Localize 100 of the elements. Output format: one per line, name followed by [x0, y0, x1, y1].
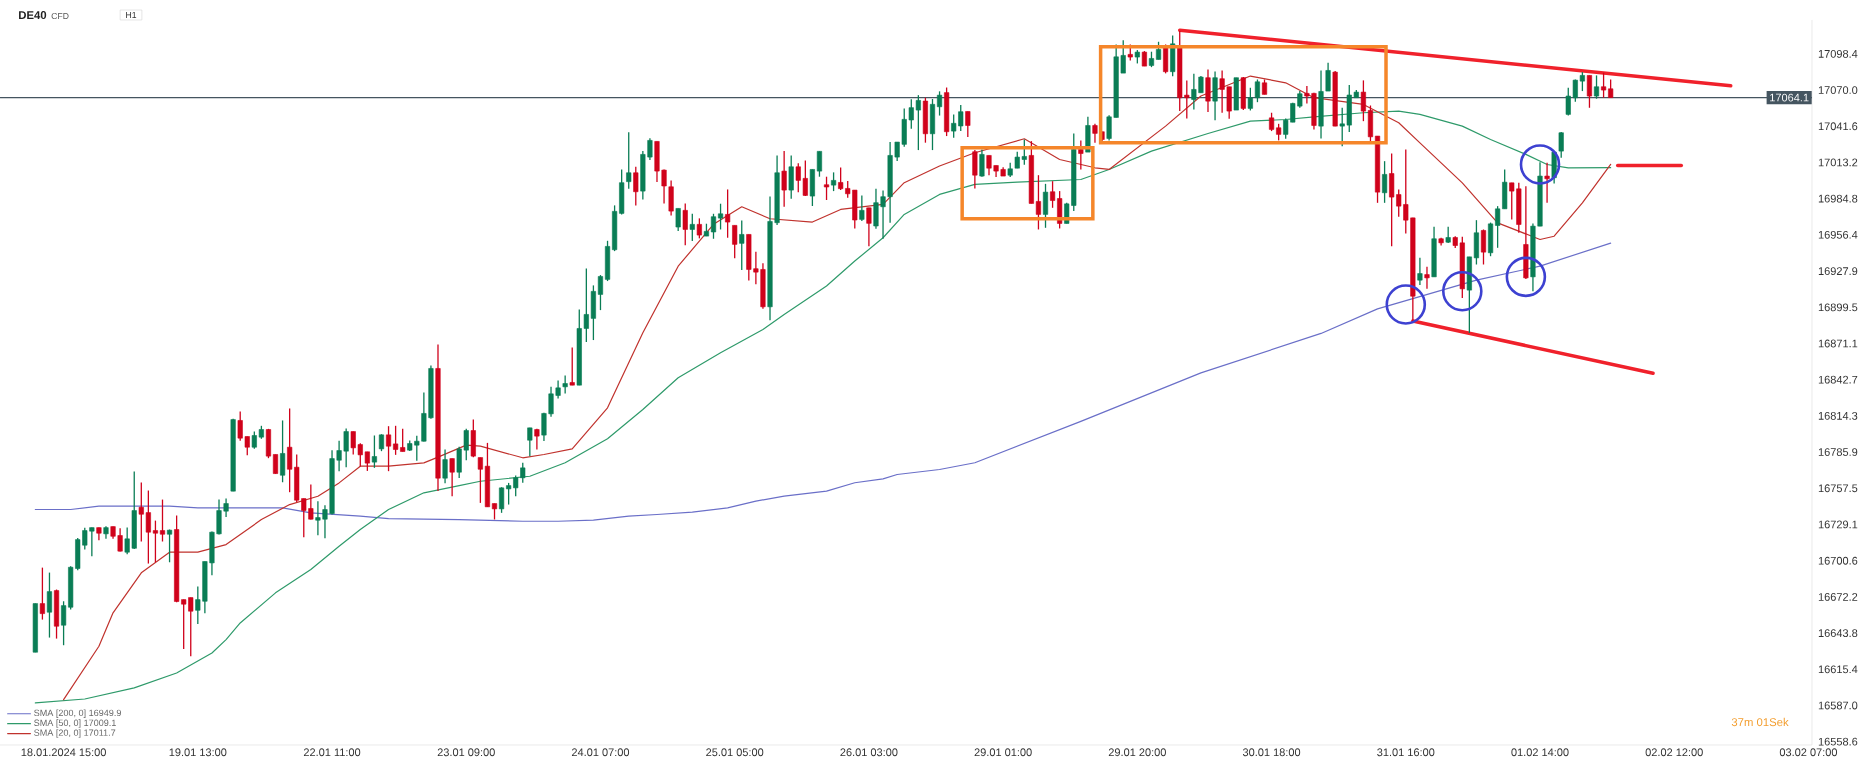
y-tick-label: 16587.0 [1818, 701, 1858, 710]
candlestick [788, 154, 794, 200]
y-tick-label: 16785.9 [1818, 448, 1858, 456]
candlestick [597, 274, 604, 311]
y-tick-label: 17098.4 [1818, 49, 1858, 58]
candlestick [1608, 78, 1614, 99]
x-tick-label: 29.01 20:00 [1108, 748, 1166, 757]
candlestick [1593, 74, 1600, 100]
candlestick [739, 219, 745, 271]
candlestick [1035, 174, 1042, 231]
legend-label: SMA [20, 0] 17011.7 [34, 729, 116, 738]
x-tick-label: 03.02 07:00 [1779, 748, 1838, 757]
candlestick [442, 448, 448, 484]
x-tick-label: 18.01.2024 15:00 [21, 748, 106, 757]
x-tick-label: 22.01 11:00 [303, 748, 361, 757]
text: H1 [126, 12, 137, 18]
candlestick [1050, 180, 1056, 209]
x-tick-label: 24.01 07:00 [571, 748, 630, 757]
x-tick-label: 26.01 03:00 [840, 748, 898, 757]
candlestick [1247, 87, 1253, 112]
candlestick [1042, 183, 1049, 229]
candlestick [689, 213, 695, 242]
candlestick [1269, 112, 1275, 132]
candlestick [527, 427, 533, 457]
y-tick-label: 16700.6 [1818, 556, 1858, 565]
candlestick [1163, 43, 1169, 75]
y-tick-label: 16814.3 [1818, 411, 1858, 420]
y-tick-label: 16558.6 [1818, 737, 1858, 746]
candlestick [682, 202, 688, 246]
candlestick [1382, 160, 1388, 204]
candlestick [866, 207, 872, 247]
point [1442, 270, 1483, 312]
legend-label: SMA [200, 0] 16949.9 [34, 709, 121, 718]
candlestick [936, 90, 943, 117]
candlestick [675, 207, 681, 232]
candlestick [449, 457, 455, 497]
point [1519, 144, 1561, 185]
candlestick [477, 456, 483, 504]
candlestick [972, 149, 978, 190]
candlestick [46, 571, 53, 639]
y-tick-label: 16956.4 [1818, 230, 1858, 239]
candlestick [1360, 79, 1366, 122]
candlestick [39, 566, 45, 621]
candlestick [979, 148, 985, 178]
ref-line-label: 17064.1 [1770, 93, 1809, 102]
x-tick-label: 23.01 09:00 [437, 748, 495, 757]
candlestick [272, 453, 279, 475]
candlestick [781, 150, 787, 208]
y-tick-label: 17041.6 [1818, 122, 1858, 131]
annotation: 37m 01Sek [1731, 717, 1789, 727]
y-tick-label: 16672.2 [1818, 593, 1858, 601]
x-tick-label: 25.01 05:00 [706, 748, 764, 757]
candlestick [718, 203, 724, 231]
candlestick [1205, 68, 1211, 113]
candlestick [569, 346, 575, 386]
candlestick [280, 419, 286, 483]
y-tick-label: 16842.7 [1818, 375, 1858, 384]
candlestick [816, 150, 823, 178]
legend-label: SMA [50, 0] 17009.1 [34, 719, 116, 728]
x-tick-label: 01.02 14:00 [1511, 748, 1569, 757]
chart-subtitle: CFD [51, 12, 69, 20]
y-tick-label: 16927.9 [1818, 267, 1858, 276]
candlestick [965, 110, 971, 138]
x-tick-label: 19.01 13:00 [169, 748, 227, 757]
candlestick [1424, 266, 1430, 290]
candlestick [1092, 123, 1098, 144]
candlestick [823, 176, 830, 201]
candlestick [633, 166, 639, 207]
line-series [34, 242, 1612, 522]
candlestick [1480, 228, 1487, 266]
candlestick [1586, 74, 1593, 109]
y-tick-label: 16899.5 [1818, 303, 1858, 312]
candlestick [159, 498, 166, 543]
candlestick [725, 188, 731, 239]
candlestick [167, 528, 173, 563]
candlestick [1212, 70, 1218, 121]
y-tick-label: 16615.4 [1818, 665, 1858, 674]
x-tick-label: 31.01 16:00 [1377, 748, 1435, 757]
y-tick-label: 17013.2 [1818, 158, 1858, 167]
candlestick [1544, 162, 1550, 204]
x-tick-label: 29.01 01:00 [974, 748, 1032, 757]
point [1385, 284, 1427, 325]
candlestick [1417, 257, 1423, 286]
y-tick-label: 17070.0 [1818, 86, 1858, 94]
candlestick [696, 217, 702, 240]
chart-title: DE40 [19, 11, 47, 20]
y-tick-label: 16871.1 [1818, 339, 1858, 348]
candlestick [831, 171, 837, 192]
candlestick [626, 131, 632, 190]
candlestick [371, 434, 377, 469]
y-tick-label: 16643.8 [1818, 629, 1858, 637]
point [1505, 256, 1547, 298]
candlestick [385, 425, 392, 472]
candlestick [859, 194, 865, 222]
y-tick-label: 16757.5 [1818, 484, 1858, 493]
y-tick-label: 16984.8 [1818, 194, 1858, 203]
candlestick [499, 486, 505, 514]
candlestick [1601, 72, 1607, 99]
candlestick [1078, 139, 1084, 171]
x-tick-label: 30.01 18:00 [1242, 748, 1301, 757]
